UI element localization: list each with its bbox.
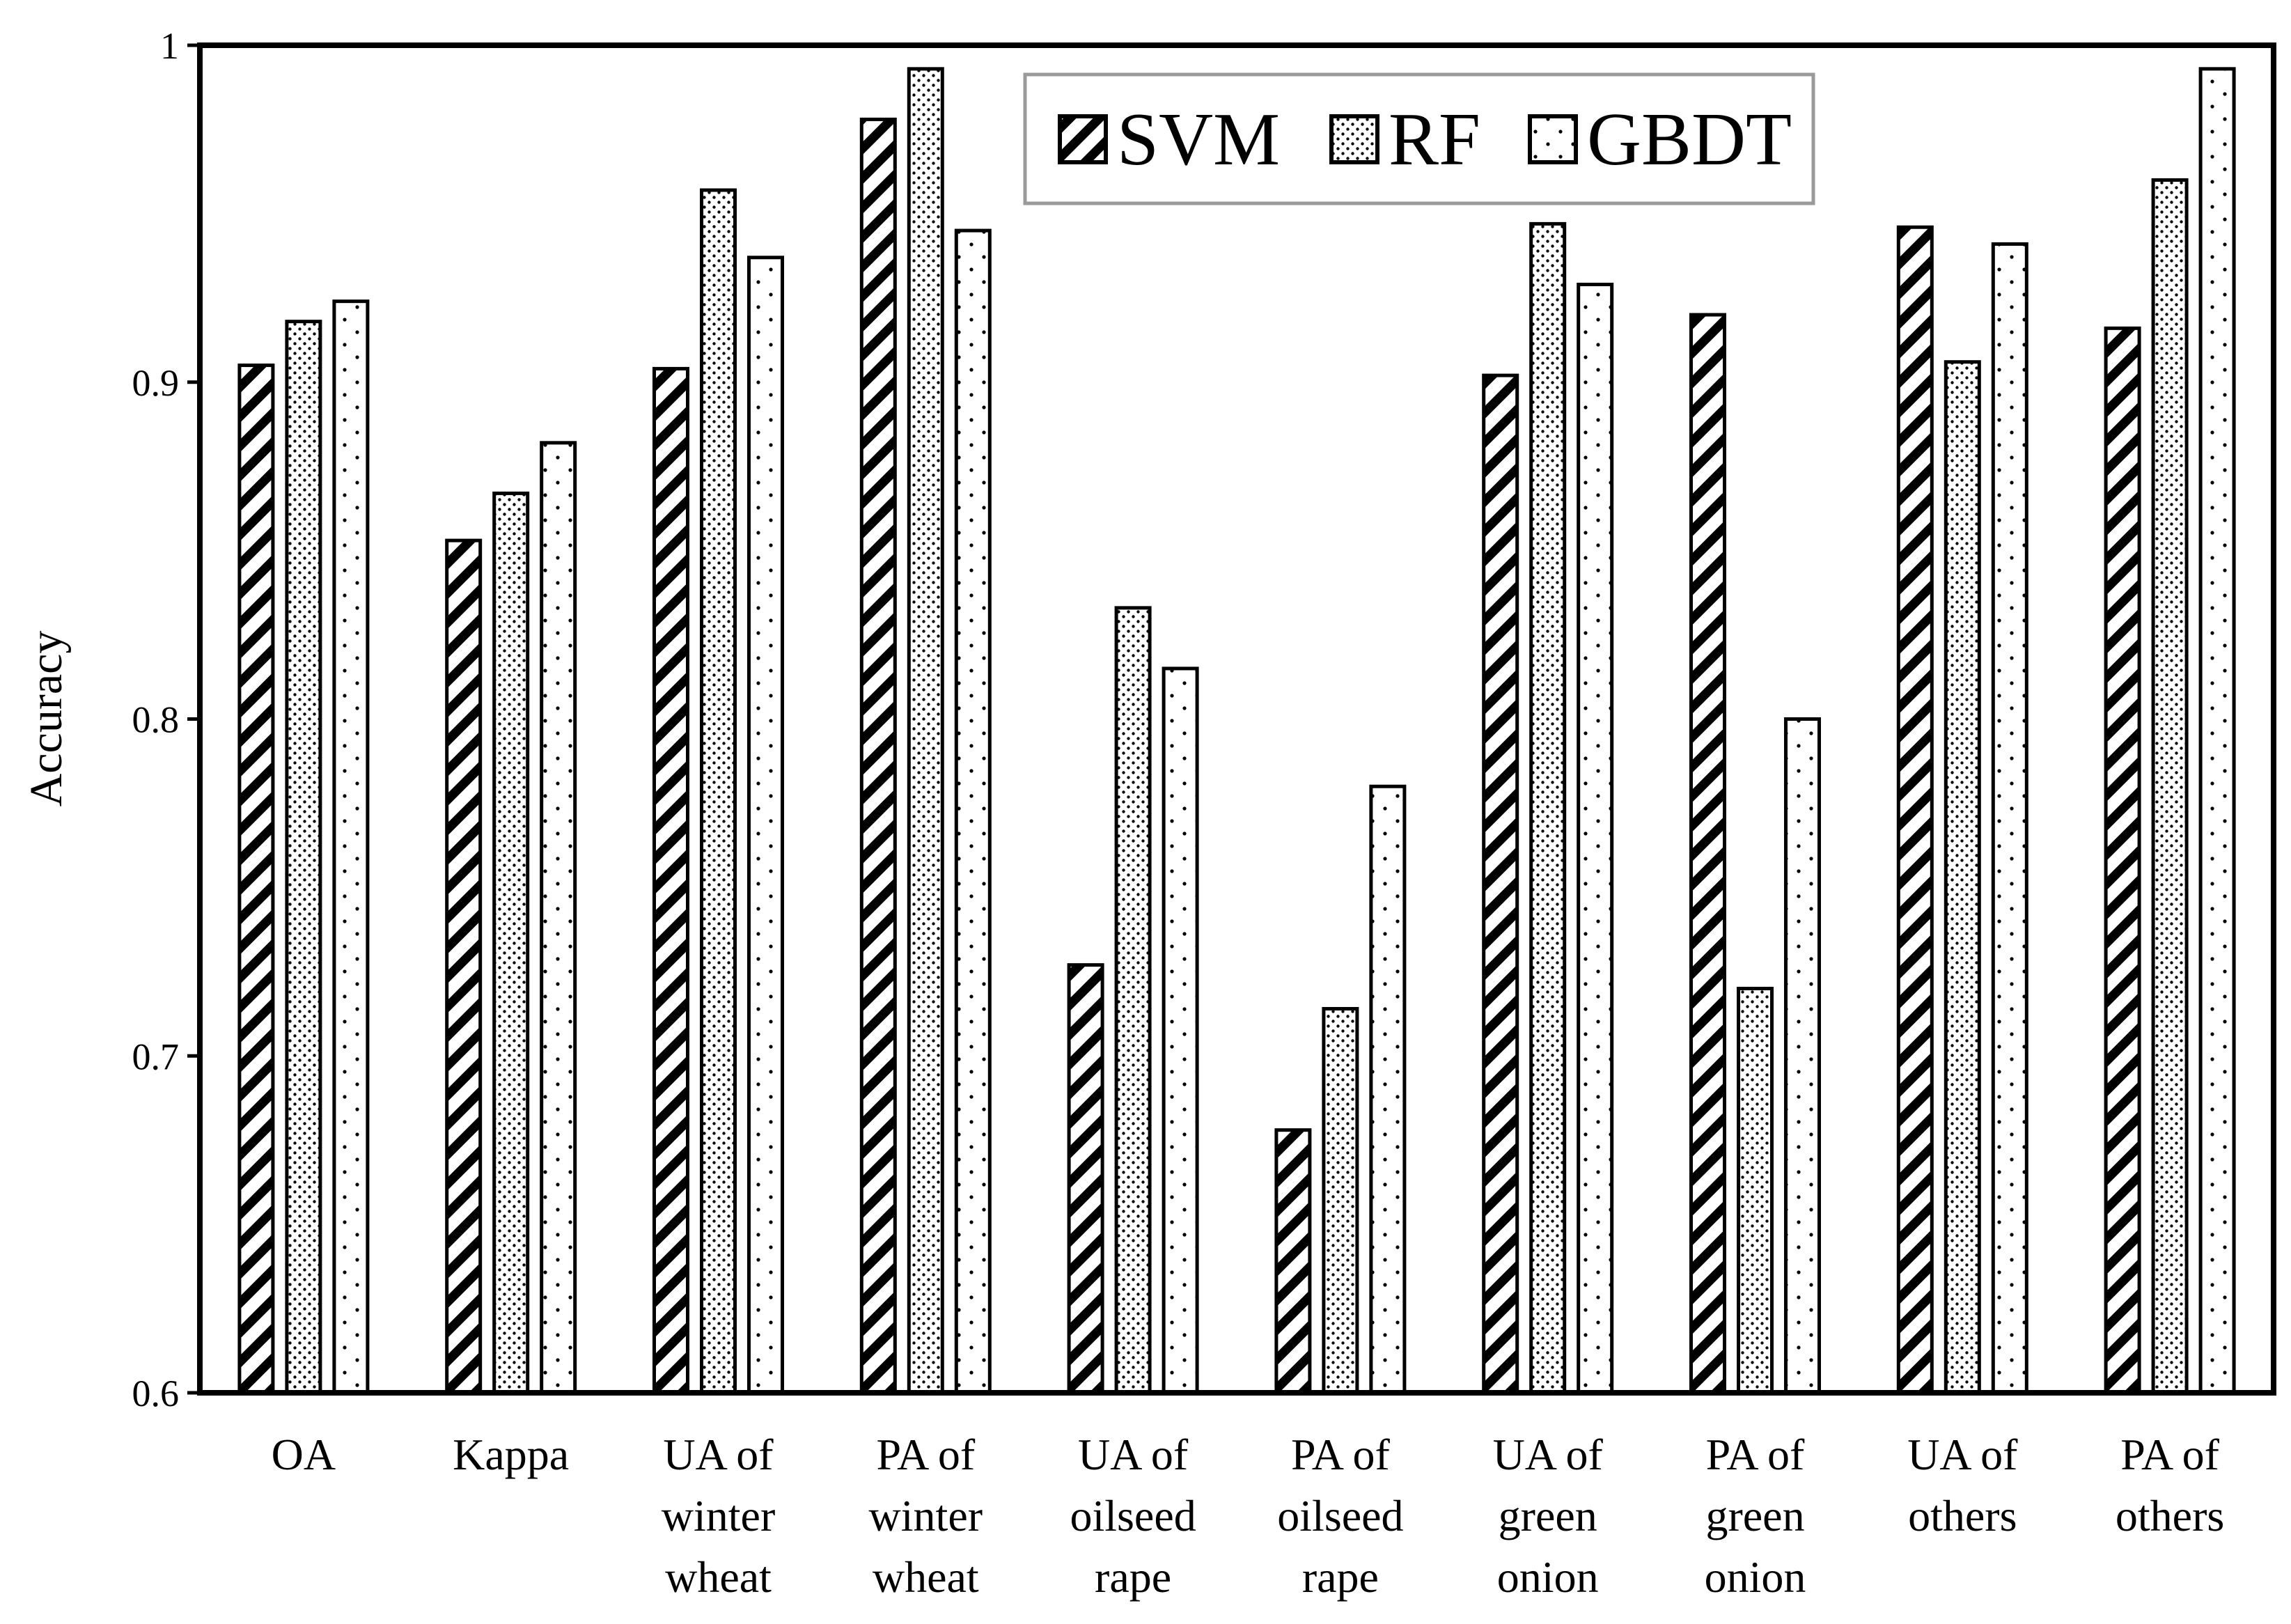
- y-tick-label: 0.7: [132, 1036, 180, 1077]
- bar-rf-1: [492, 491, 530, 1395]
- x-category-label: UA of oilseed rape: [1070, 1430, 1196, 1602]
- legend-label-svm: SVM: [1117, 98, 1280, 181]
- legend-swatch-svm: [1058, 114, 1108, 164]
- bar-svm-4: [1067, 963, 1104, 1395]
- bar-svm-6: [1482, 373, 1519, 1395]
- bar-svm-7: [1689, 313, 1726, 1395]
- legend-swatch-gbdt: [1528, 114, 1578, 164]
- bar-rf-9: [2151, 178, 2189, 1395]
- legend-frame: [1023, 72, 1815, 205]
- y-tick-label: 1: [160, 25, 179, 67]
- x-axis-labels: OA Kappa UA of winter wheat PA of winter wheat U…: [272, 1430, 2225, 1602]
- x-category-label: UA of others: [1907, 1430, 2018, 1540]
- bar-rf-8: [1944, 360, 1981, 1395]
- x-category-label: PA of green onion: [1705, 1430, 1806, 1602]
- x-category-label: OA: [272, 1430, 336, 1479]
- bar-svm-1: [445, 538, 483, 1395]
- y-tick-label: 0.8: [132, 699, 180, 741]
- bar-rf-4: [1114, 606, 1152, 1395]
- bar-rf-2: [700, 188, 737, 1395]
- y-tick-label: 0.9: [132, 362, 180, 404]
- bar-gbdt-3: [954, 228, 992, 1395]
- y-tick-label: 0.6: [132, 1373, 180, 1414]
- bar-svm-0: [237, 364, 275, 1395]
- bar-rf-5: [1322, 1007, 1359, 1395]
- x-category-label: Kappa: [453, 1430, 569, 1479]
- bar-gbdt-4: [1162, 666, 1199, 1395]
- bar-gbdt-0: [332, 299, 370, 1395]
- bar-gbdt-7: [1784, 717, 1821, 1395]
- bar-svm-2: [652, 366, 689, 1395]
- x-category-label: UA of green onion: [1493, 1430, 1604, 1602]
- bar-svm-3: [859, 117, 897, 1395]
- bar-rf-7: [1737, 987, 1774, 1395]
- bars-layer: [237, 67, 2236, 1395]
- bar-gbdt-2: [747, 256, 784, 1395]
- bar-gbdt-8: [1991, 242, 2028, 1395]
- legend-swatch-rf: [1329, 114, 1379, 164]
- x-category-label: UA of winter wheat: [662, 1430, 776, 1602]
- y-axis: 0.6 0.7 0.8 0.9 1: [132, 25, 200, 1414]
- bar-gbdt-6: [1577, 282, 1614, 1395]
- legend-label-rf: RF: [1389, 98, 1480, 181]
- y-axis-title: Accuracy: [21, 631, 72, 807]
- bar-svm-8: [1896, 225, 1934, 1395]
- legend: SVM RF GBDT: [1023, 72, 1815, 205]
- bar-gbdt-5: [1369, 784, 1407, 1395]
- bar-rf-3: [907, 67, 944, 1395]
- bar-svm-5: [1274, 1128, 1312, 1395]
- bar-gbdt-9: [2198, 67, 2236, 1395]
- bar-rf-0: [285, 320, 322, 1395]
- x-category-label: PA of winter wheat: [869, 1430, 983, 1602]
- bar-svm-9: [2104, 326, 2141, 1395]
- bar-rf-6: [1529, 221, 1567, 1395]
- x-category-label: PA of others: [2116, 1430, 2224, 1540]
- legend-label-gbdt: GBDT: [1587, 98, 1792, 181]
- x-category-label: PA of oilseed rape: [1277, 1430, 1403, 1602]
- bar-gbdt-1: [540, 441, 577, 1395]
